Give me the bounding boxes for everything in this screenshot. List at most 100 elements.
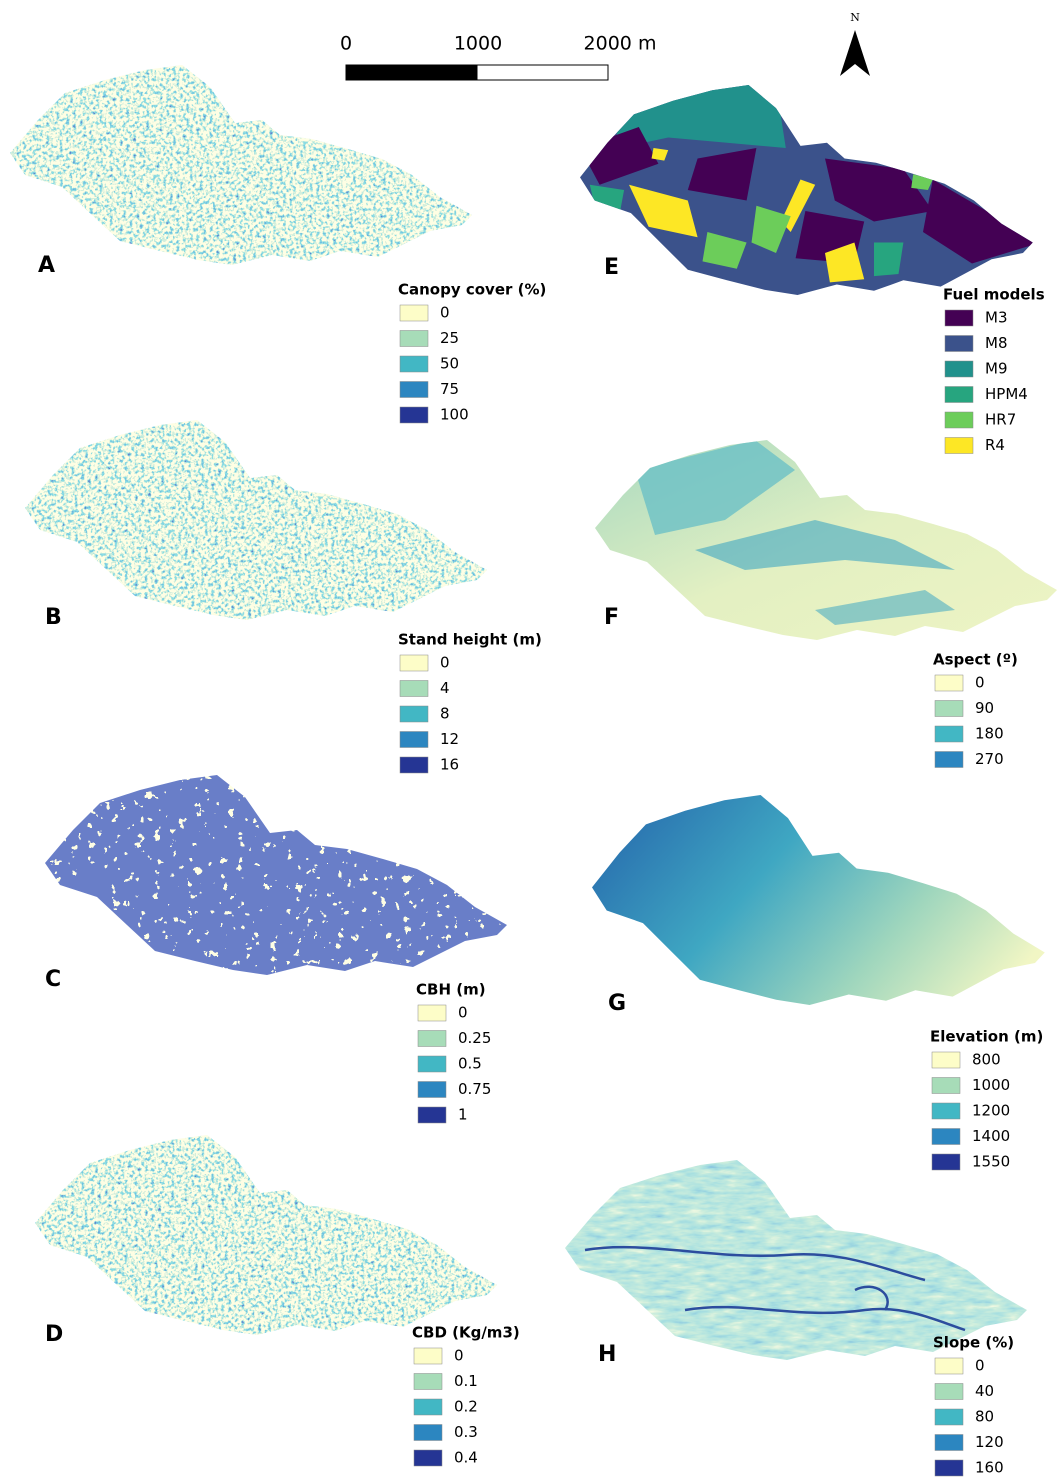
legend-swatch (414, 1374, 442, 1390)
map-raster (592, 795, 1045, 1005)
legend-swatch (400, 331, 428, 347)
scale-label: 1000 (454, 33, 502, 55)
legend-label: 1000 (972, 1076, 1010, 1094)
legend-swatch (414, 1348, 442, 1364)
legend-swatch (414, 1450, 442, 1466)
legend-label: 1550 (972, 1153, 1010, 1171)
legend-label: 100 (440, 406, 469, 424)
legend-swatch (935, 752, 963, 768)
legend-swatch (945, 336, 973, 352)
panel-letter: D (45, 1322, 63, 1347)
panel-letter: E (604, 255, 619, 280)
body: 0 1000 2000 m N (0, 0, 1063, 1477)
scale-bar-segment (477, 65, 608, 80)
map-raster (25, 420, 487, 620)
figure: 0 1000 2000 m N (0, 0, 1063, 1477)
north-label: N (850, 11, 860, 24)
legend-title: CBH (m) (416, 981, 486, 999)
map-g (592, 795, 1045, 1005)
legend-swatch (400, 706, 428, 722)
north-arrow: N (840, 11, 870, 76)
legend-label: M3 (985, 309, 1008, 327)
legend-swatch (935, 1435, 963, 1451)
legend-label: 1200 (972, 1102, 1010, 1120)
legend-swatch (935, 701, 963, 717)
legend-swatch (935, 1384, 963, 1400)
legend-label: 0.4 (454, 1449, 478, 1467)
legend-title: Elevation (m) (930, 1028, 1043, 1046)
legend-label: 0 (975, 1357, 985, 1375)
legend-title: Canopy cover (%) (398, 281, 546, 299)
map-raster (45, 775, 507, 975)
legend-label: HPM4 (985, 385, 1028, 403)
legend-swatch (932, 1103, 960, 1119)
scale-bar-segment (346, 65, 477, 80)
map-raster (10, 65, 472, 265)
legend-label: 1400 (972, 1127, 1010, 1145)
legend-swatch (418, 1082, 446, 1098)
legend-swatch (932, 1052, 960, 1068)
legend-label: HR7 (985, 411, 1016, 429)
map-f (595, 440, 1063, 645)
map-d (35, 1135, 497, 1335)
map-raster (580, 85, 1041, 300)
legend-label: 0 (440, 304, 450, 322)
legend-swatch (418, 1107, 446, 1123)
legend-swatch (932, 1078, 960, 1094)
page: Fuel and terrain maps {"scale_bar": {"la… (0, 0, 1063, 1477)
legend-swatch (414, 1399, 442, 1415)
legend-swatch (945, 412, 973, 428)
legend-label: 8 (440, 705, 450, 723)
legend-label: 0 (458, 1004, 468, 1022)
map-h (565, 1160, 1027, 1360)
legend-swatch (400, 732, 428, 748)
panel-letter: B (45, 605, 62, 630)
legend-label: M9 (985, 360, 1008, 378)
scale-label: 2000 m (584, 33, 657, 55)
panel-letter: A (38, 253, 55, 278)
legend-swatch (945, 387, 973, 403)
legend-label: 16 (440, 756, 459, 774)
panel-letter: G (608, 991, 626, 1016)
legend-swatch (935, 1409, 963, 1425)
legend-label: 0 (454, 1347, 464, 1365)
legend-swatch (935, 726, 963, 742)
legend-label: 1 (458, 1106, 468, 1124)
legend-swatch (400, 356, 428, 372)
map-c (45, 775, 507, 975)
legend-swatch (932, 1129, 960, 1145)
legend-swatch (400, 305, 428, 321)
legend-label: 4 (440, 679, 450, 697)
legend-label: 0.5 (458, 1055, 482, 1073)
legend-label: 0 (975, 674, 985, 692)
scale-bar: 0 1000 2000 m (340, 33, 657, 81)
legend-label: 0.75 (458, 1080, 491, 1098)
legend-swatch (935, 1460, 963, 1476)
legend-label: 25 (440, 329, 459, 347)
map-raster (565, 1160, 1027, 1360)
legend-swatch (400, 757, 428, 773)
legend-swatch (418, 1031, 446, 1047)
legend-label: 270 (975, 750, 1004, 768)
legend-label: 120 (975, 1433, 1004, 1451)
panel-letter: F (604, 605, 619, 630)
legend-swatch (418, 1056, 446, 1072)
legend-label: 0.2 (454, 1398, 478, 1416)
legend-label: 0.25 (458, 1029, 491, 1047)
legend-swatch (418, 1005, 446, 1021)
legend-swatch (400, 382, 428, 398)
legend-label: 50 (440, 355, 459, 373)
legend-title: CBD (Kg/m3) (412, 1324, 520, 1342)
map-b (25, 420, 487, 620)
legend-label: 0 (440, 654, 450, 672)
north-arrow-icon (840, 30, 870, 76)
legend-label: 160 (975, 1459, 1004, 1477)
map-raster (595, 440, 1063, 645)
legend-label: 40 (975, 1382, 994, 1400)
legend-swatch (400, 407, 428, 423)
legend-swatch (414, 1425, 442, 1441)
panel-letter: C (45, 967, 61, 992)
legend-label: 12 (440, 730, 459, 748)
scale-label: 0 (340, 33, 352, 55)
panel-letter: H (598, 1342, 616, 1367)
